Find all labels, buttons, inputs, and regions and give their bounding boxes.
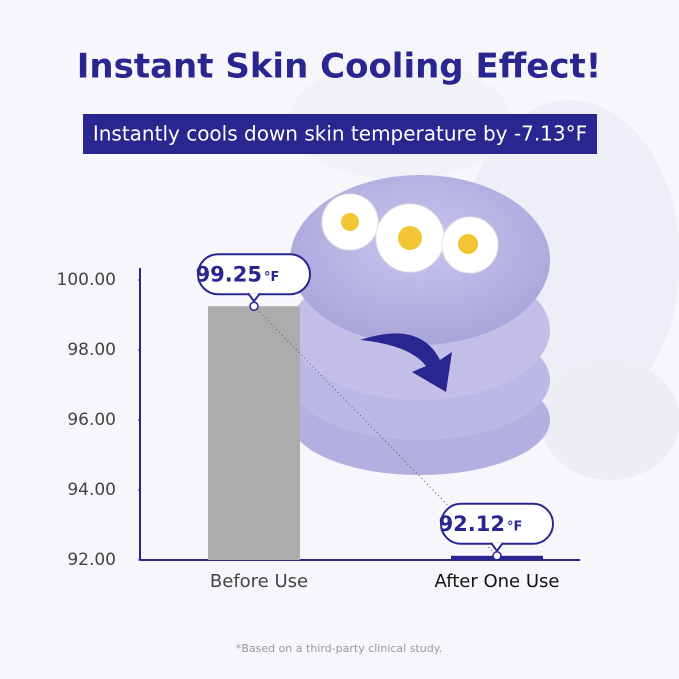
callout-tail	[247, 292, 261, 303]
value-label: 92.12	[439, 512, 505, 536]
subtitle-banner	[83, 114, 597, 154]
point	[492, 551, 502, 561]
subtitle: Instantly cools down skin temperature by…	[93, 122, 587, 146]
value-unit: °F	[507, 519, 522, 534]
product-image	[290, 175, 550, 475]
y-tick-label: 94.00	[67, 480, 116, 500]
bar	[208, 306, 300, 560]
value-unit: °F	[264, 270, 279, 285]
x-tick-label: Before Use	[210, 571, 308, 592]
arrow	[360, 333, 452, 392]
value-label: 99.25	[196, 262, 262, 286]
callout-tail	[490, 542, 504, 553]
x-tick-label: After One Use	[435, 571, 560, 592]
y-tick-label: 96.00	[67, 410, 116, 430]
footnote: *Based on a third-party clinical study.	[236, 642, 442, 655]
y-tick-label: 100.00	[57, 270, 116, 290]
title: Instant Skin Cooling Effect!	[77, 47, 601, 87]
y-tick-label: 98.00	[67, 340, 116, 360]
y-tick-label: 92.00	[67, 550, 116, 570]
plot: 92.00 94.00 96.00 98.00 100.00 Before Use Afte…	[57, 253, 560, 592]
point	[249, 301, 259, 311]
